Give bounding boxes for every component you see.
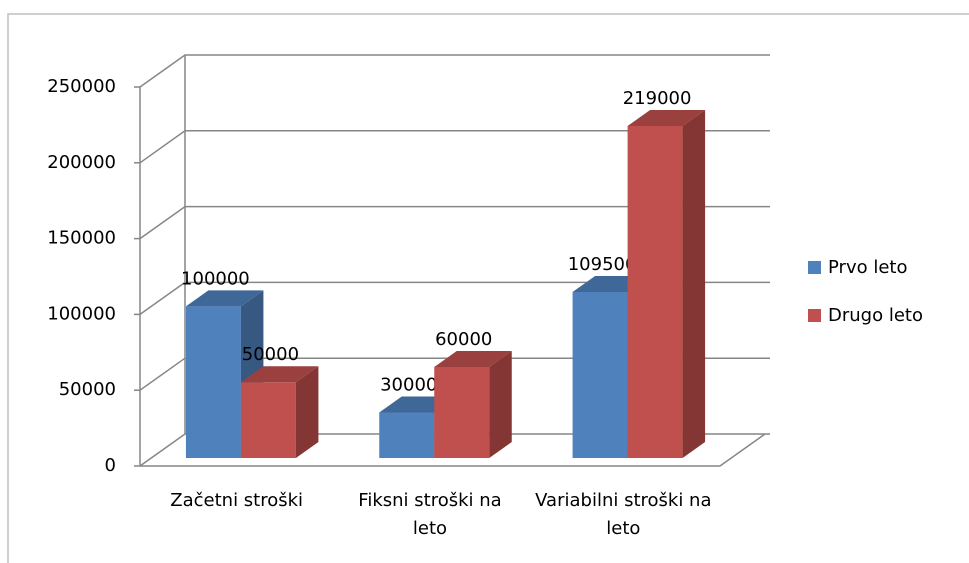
grid-line	[139, 281, 770, 316]
x-tick-label: Fiksni stroški na leto	[358, 490, 502, 539]
y-tick-label: 150000	[47, 228, 116, 249]
grid-line	[139, 205, 770, 240]
legend-label: Prvo leto	[828, 257, 907, 278]
value-label: 30000	[380, 375, 437, 396]
bar-top	[240, 366, 319, 383]
value-label: 50000	[242, 344, 299, 365]
bar	[185, 290, 264, 458]
y-tick-label: 250000	[47, 76, 116, 97]
y-tick-label: 200000	[47, 152, 116, 173]
bar-side	[295, 366, 319, 458]
bar	[434, 351, 512, 458]
legend-swatch	[808, 309, 821, 322]
value-label: 100000	[181, 268, 250, 289]
legend-label: Drugo leto	[828, 305, 923, 326]
y-tick-label: 50000	[59, 379, 116, 400]
bar	[627, 109, 706, 458]
bar-front	[379, 412, 435, 458]
bar	[240, 366, 319, 458]
value-label: 109500	[568, 254, 637, 275]
floor-edge	[140, 433, 766, 467]
value-label: 60000	[435, 329, 492, 350]
value-label: 219000	[623, 88, 692, 109]
bar-front	[572, 291, 628, 458]
y-tick-label: 0	[105, 455, 116, 476]
bar-side	[682, 109, 706, 458]
bar-front	[434, 367, 490, 458]
chart-border	[7, 13, 969, 563]
bar-top	[185, 290, 264, 307]
bar-front	[185, 306, 241, 458]
grid-line	[139, 54, 770, 88]
bar-front	[240, 382, 296, 458]
x-tick-label: Začetni stroški	[170, 490, 304, 511]
bar-top	[627, 109, 706, 126]
grid-line	[139, 130, 770, 164]
bar-front	[627, 125, 683, 458]
x-tick-label: Variabilni stroški na leto	[535, 490, 712, 539]
y-tick-label: 100000	[47, 303, 116, 324]
bar-side	[489, 351, 512, 458]
bar-top	[434, 351, 512, 368]
legend-swatch	[808, 261, 821, 274]
